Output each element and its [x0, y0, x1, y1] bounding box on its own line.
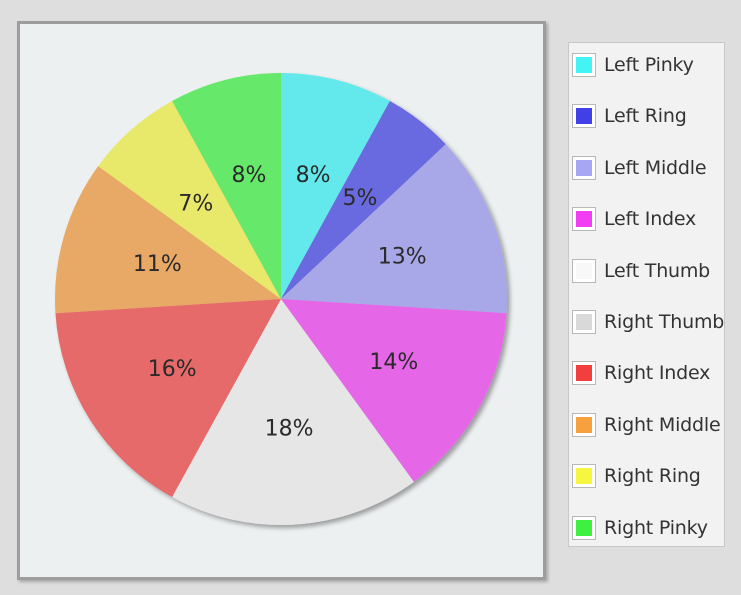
legend-swatch-left-thumb: [572, 258, 596, 283]
chart-legend: Left Pinky Left Ring Left Middle Left Index…: [568, 42, 725, 547]
legend-label-right-middle: Right Middle: [604, 413, 721, 436]
legend-item-left-middle[interactable]: Left Middle: [572, 154, 707, 182]
legend-item-right-ring[interactable]: Right Ring: [572, 462, 701, 490]
data-label-right-ring: 7%: [178, 191, 213, 216]
legend-label-left-ring: Left Ring: [604, 105, 687, 128]
legend-swatch-right-middle: [572, 412, 596, 437]
pie-slice-right-ring[interactable]: [98, 100, 281, 300]
legend-label-left-thumb: Left Thumb: [604, 259, 711, 282]
pie-slice-left-index[interactable]: [281, 299, 507, 482]
data-label-right-middle: 11%: [133, 252, 182, 277]
pie-slice-right-index[interactable]: [55, 299, 282, 498]
legend-label-left-pinky: Left Pinky: [604, 54, 694, 76]
legend-item-right-thumb[interactable]: Right Thumb: [572, 308, 724, 336]
pie-slice-right-thumb[interactable]: [172, 299, 414, 525]
legend-label-right-thumb: Right Thumb: [604, 311, 725, 333]
legend-label-left-index: Left Index: [604, 208, 697, 231]
legend-item-left-pinky[interactable]: Left Pinky: [572, 51, 694, 79]
legend-swatch-right-pinky: [572, 515, 596, 540]
data-label-right-thumb: 18%: [265, 417, 314, 442]
legend-item-left-ring[interactable]: Left Ring: [572, 102, 687, 130]
legend-item-right-pinky[interactable]: Right Pinky: [572, 514, 708, 542]
legend-item-left-thumb[interactable]: Left Thumb: [572, 257, 710, 285]
data-label-right-pinky: 8%: [232, 163, 267, 188]
data-label-left-middle: 13%: [378, 244, 427, 269]
data-label-left-pinky: 8%: [296, 163, 331, 188]
legend-swatch-right-thumb: [572, 310, 596, 334]
legend-item-right-index[interactable]: Right Index: [572, 359, 710, 387]
pie-slice-right-pinky[interactable]: [172, 73, 281, 299]
data-label-left-ring: 5%: [343, 186, 378, 211]
pie-slice-left-ring[interactable]: [281, 100, 446, 300]
pie-slice-labels: 8% 5% 13% 14% 18% 16% 11% 7% 8%: [133, 163, 427, 441]
legend-item-left-index[interactable]: Left Index: [572, 205, 696, 233]
legend-swatch-left-index: [572, 207, 596, 232]
legend-swatch-left-middle: [572, 155, 596, 180]
legend-label-left-middle: Left Middle: [604, 156, 707, 179]
legend-label-right-ring: Right Ring: [604, 465, 701, 488]
pie-slice-right-middle[interactable]: [55, 166, 282, 314]
legend-swatch-left-ring: [572, 104, 596, 129]
data-label-right-index: 16%: [148, 357, 197, 382]
legend-swatch-right-index: [572, 361, 596, 386]
legend-label-right-pinky: Right Pinky: [604, 516, 708, 539]
data-label-left-index: 14%: [369, 350, 418, 375]
legend-swatch-left-pinky: [572, 53, 596, 77]
pie-slices: [55, 73, 508, 525]
pie-slice-left-pinky[interactable]: [281, 73, 390, 299]
pie-slice-left-middle[interactable]: [281, 144, 508, 314]
legend-swatch-right-ring: [572, 464, 596, 489]
legend-item-right-middle[interactable]: Right Middle: [572, 411, 721, 439]
legend-label-right-index: Right Index: [604, 362, 711, 385]
